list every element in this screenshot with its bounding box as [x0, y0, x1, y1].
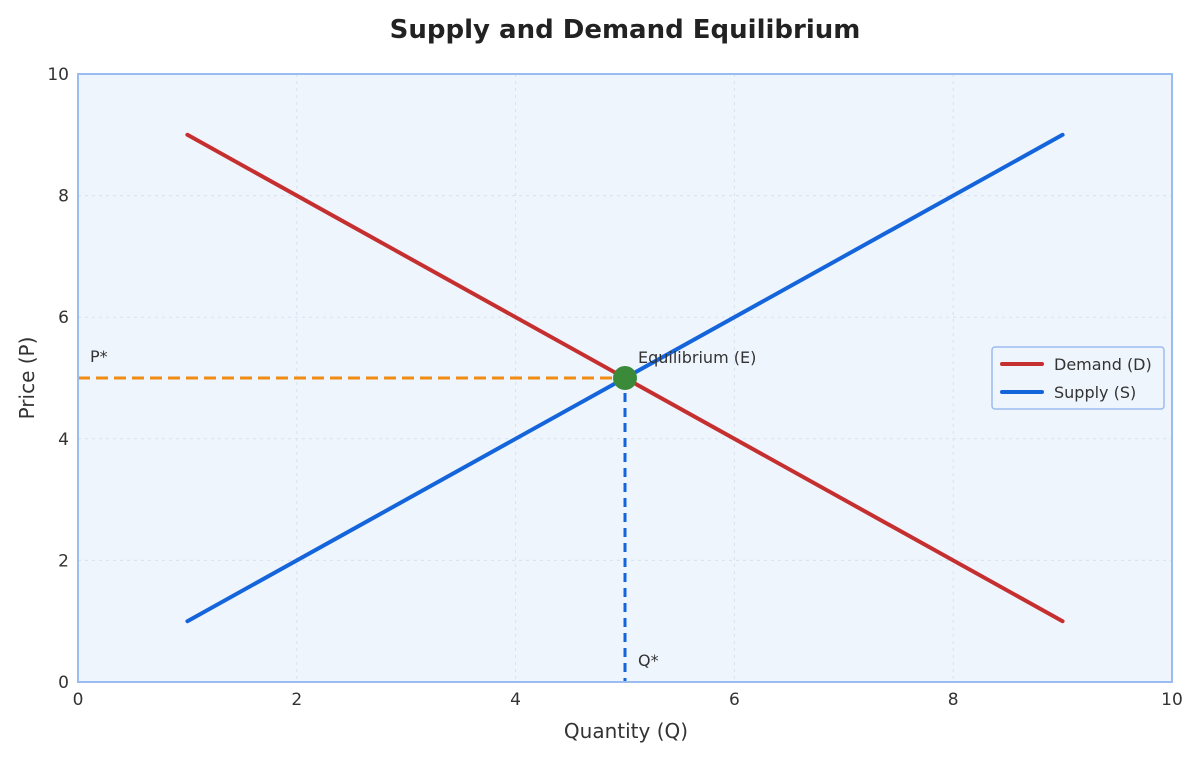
x-axis-label: Quantity (Q) — [564, 719, 688, 743]
y-tick-label: 6 — [58, 308, 69, 328]
x-tick-label: 10 — [1161, 690, 1183, 710]
chart-title: Supply and Demand Equilibrium — [390, 15, 861, 45]
y-tick-label: 10 — [47, 65, 69, 85]
annotations: Equilibrium (E) P* Q* — [90, 347, 756, 670]
price-star-label: P* — [90, 347, 108, 366]
x-tick-label: 8 — [948, 690, 959, 710]
equilibrium-label: Equilibrium (E) — [638, 348, 756, 367]
equilibrium-point — [613, 366, 637, 390]
x-axis-ticks: 0 2 4 6 8 10 — [73, 690, 1183, 710]
legend-label: Demand (D) — [1054, 355, 1152, 374]
x-tick-label: 0 — [73, 690, 84, 710]
equilibrium-marker — [613, 366, 637, 390]
y-axis-label: Price (P) — [15, 337, 39, 420]
reference-lines — [78, 376, 627, 682]
y-tick-label: 0 — [58, 673, 69, 693]
x-tick-label: 4 — [510, 690, 521, 710]
x-tick-label: 6 — [729, 690, 740, 710]
plot-frame — [77, 73, 1173, 683]
y-axis-ticks: 0 2 4 6 8 10 — [47, 65, 69, 693]
quantity-star-label: Q* — [638, 651, 659, 670]
legend: Demand (D) Supply (S) — [991, 346, 1165, 410]
y-tick-label: 2 — [58, 551, 69, 571]
x-tick-label: 2 — [291, 690, 302, 710]
y-tick-label: 4 — [58, 430, 69, 450]
y-tick-label: 8 — [58, 187, 69, 207]
legend-label: Supply (S) — [1054, 383, 1136, 402]
